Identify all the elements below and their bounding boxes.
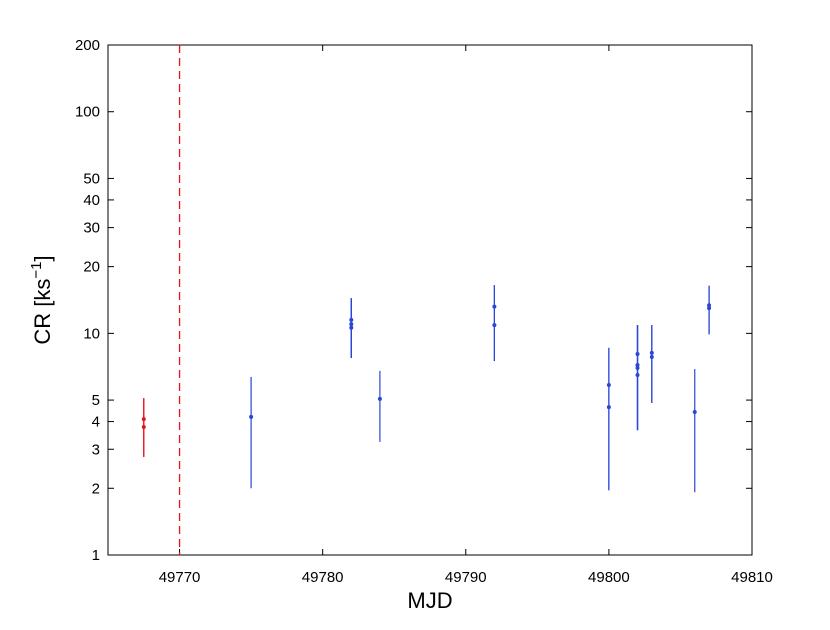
- data-point: [377, 396, 382, 401]
- x-tick-label: 49770: [159, 569, 201, 586]
- y-tick-label: 1: [92, 547, 100, 564]
- x-tick-label: 49810: [731, 569, 773, 586]
- data-point: [492, 323, 497, 328]
- data-point: [635, 372, 640, 377]
- data-point: [649, 355, 654, 360]
- x-tick-label: 49780: [302, 569, 344, 586]
- x-axis-label: MJD: [407, 588, 452, 613]
- y-tick-label: 4: [92, 414, 100, 431]
- data-point: [141, 425, 146, 430]
- y-tick-label: 50: [83, 170, 100, 187]
- data-point: [692, 409, 697, 414]
- data-point: [349, 325, 354, 330]
- y-tick-label: 40: [83, 192, 100, 209]
- x-tick-label: 49790: [445, 569, 487, 586]
- y-tick-label: 20: [83, 259, 100, 276]
- data-point: [707, 306, 712, 311]
- y-tick-label: 3: [92, 441, 100, 458]
- x-tick-label: 49800: [588, 569, 630, 586]
- y-label-base: CR [ks: [30, 279, 55, 345]
- plot-frame: [107, 44, 753, 556]
- y-label-sup: −1: [28, 262, 45, 279]
- y-label-tail: ]: [30, 255, 55, 261]
- y-tick-label: 5: [92, 392, 100, 409]
- y-tick-label: 100: [75, 104, 100, 121]
- data-point: [249, 414, 254, 419]
- y-tick-label: 30: [83, 220, 100, 237]
- data-point: [606, 405, 611, 410]
- y-axis-label: CR [ks−1]: [28, 255, 55, 344]
- y-tick-label: 200: [75, 37, 100, 54]
- y-tick-label: 2: [92, 480, 100, 497]
- y-tick-label: 10: [83, 325, 100, 342]
